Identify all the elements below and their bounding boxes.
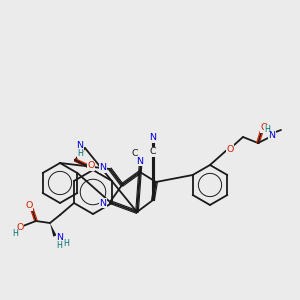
Text: C: C bbox=[150, 148, 156, 157]
Text: N: N bbox=[136, 157, 143, 166]
Text: H: H bbox=[264, 125, 270, 134]
Text: O: O bbox=[25, 202, 33, 211]
Text: C: C bbox=[132, 148, 138, 158]
Text: O: O bbox=[260, 124, 268, 133]
Text: O: O bbox=[87, 161, 95, 170]
Text: N: N bbox=[268, 130, 275, 140]
Text: H: H bbox=[56, 241, 62, 250]
Text: N: N bbox=[76, 142, 83, 151]
Text: O: O bbox=[226, 145, 234, 154]
Text: O: O bbox=[16, 223, 24, 232]
Polygon shape bbox=[50, 223, 57, 237]
Text: H: H bbox=[12, 229, 18, 238]
Text: N: N bbox=[100, 164, 106, 172]
Text: N: N bbox=[100, 199, 106, 208]
Text: H: H bbox=[63, 238, 69, 247]
Text: N: N bbox=[56, 233, 63, 242]
Text: H: H bbox=[77, 148, 83, 158]
Text: N: N bbox=[149, 134, 157, 142]
